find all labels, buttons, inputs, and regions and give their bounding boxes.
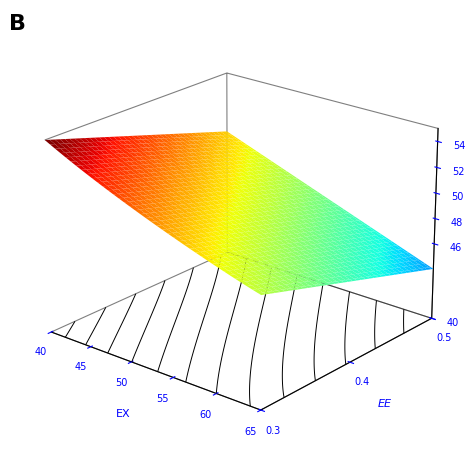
Y-axis label: EE: EE [377, 399, 391, 409]
Text: B: B [9, 14, 27, 34]
X-axis label: EX: EX [116, 410, 130, 419]
